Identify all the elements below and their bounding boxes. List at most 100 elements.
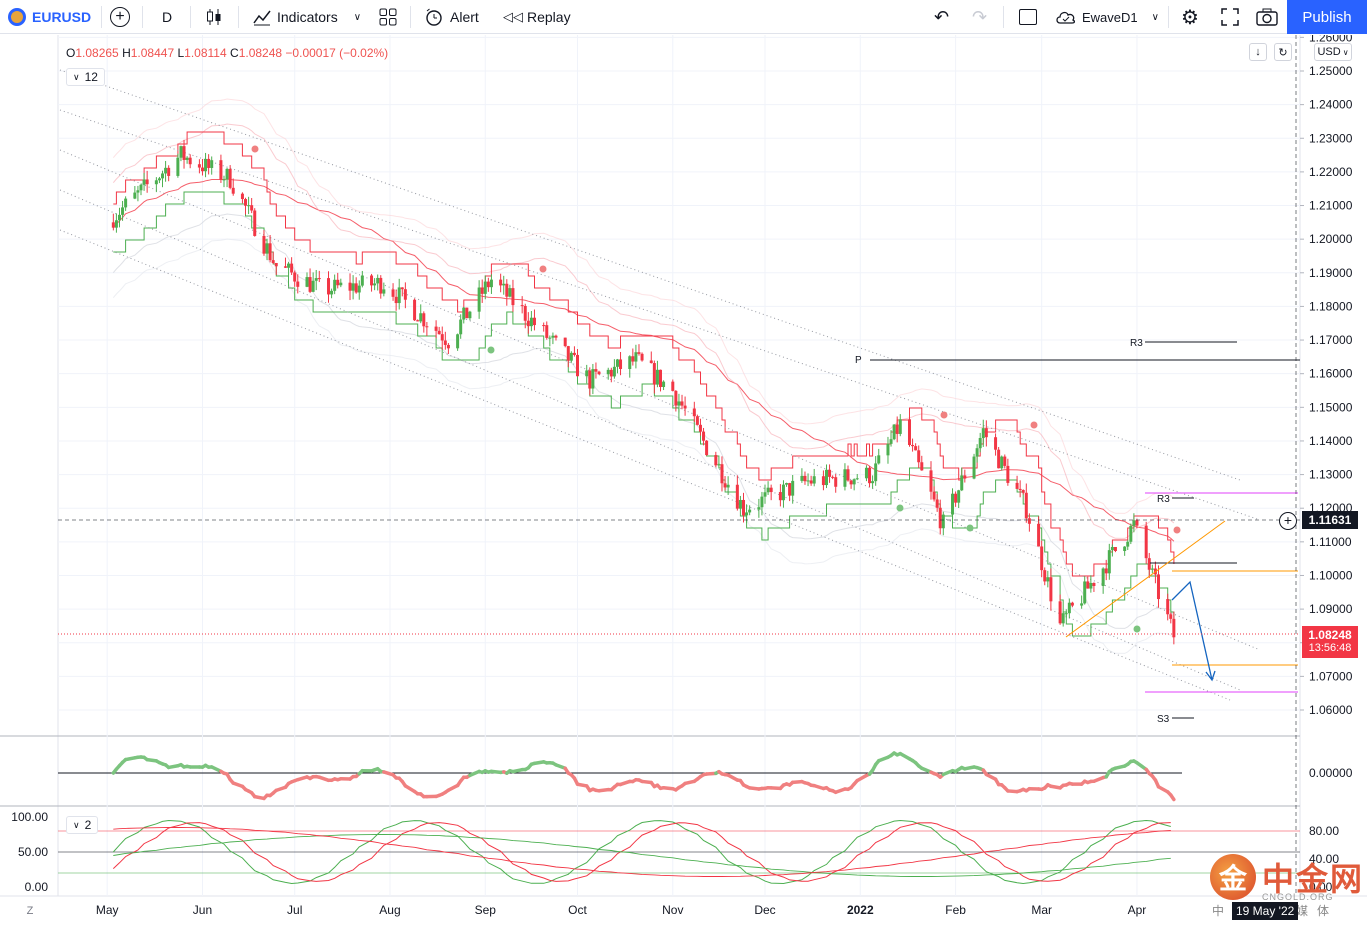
candle-body bbox=[702, 431, 706, 441]
fullscreen-button[interactable] bbox=[1221, 0, 1239, 34]
candle-body bbox=[139, 184, 143, 191]
price-tick-label: 1.11000 bbox=[1309, 535, 1352, 549]
templates-button[interactable] bbox=[379, 0, 397, 34]
candle-body bbox=[1061, 613, 1065, 624]
candle-body bbox=[994, 437, 998, 450]
candle-body bbox=[327, 278, 331, 295]
indicators-button[interactable]: Indicators ∨ bbox=[252, 0, 361, 34]
osc2-axis-label: 40.00 bbox=[1309, 852, 1339, 866]
candle-body bbox=[695, 416, 699, 425]
price-tick-label: 1.25000 bbox=[1309, 64, 1353, 78]
alert-button[interactable]: Alert bbox=[424, 0, 479, 34]
candle-body bbox=[425, 326, 429, 328]
candle-body bbox=[462, 307, 466, 320]
candle-body bbox=[874, 463, 878, 482]
candle-body bbox=[403, 289, 407, 300]
candle-body bbox=[963, 475, 967, 479]
chevron-down-icon: ∨ bbox=[73, 819, 80, 830]
snapshot-button[interactable] bbox=[1256, 0, 1278, 34]
candle-body bbox=[228, 168, 232, 188]
candle-body bbox=[726, 484, 730, 488]
candle-body bbox=[1080, 603, 1084, 606]
candle-body bbox=[210, 160, 214, 168]
bollinger-upper bbox=[112, 123, 1175, 539]
undo-button[interactable]: ↶ bbox=[934, 0, 949, 34]
publish-button[interactable]: Publish bbox=[1287, 0, 1367, 34]
candle-body bbox=[671, 381, 675, 391]
oscillator-toggle[interactable]: ∨ 2 bbox=[66, 816, 99, 834]
candle-body bbox=[1021, 490, 1025, 493]
candle-body bbox=[757, 507, 761, 510]
candle-body bbox=[957, 490, 961, 503]
currency-select[interactable]: USD ∨ bbox=[1314, 43, 1352, 61]
scroll-down-button[interactable]: ↓ bbox=[1249, 43, 1267, 61]
symbol-search[interactable]: EURUSD bbox=[8, 0, 91, 34]
candle-body bbox=[960, 475, 964, 491]
projection-path bbox=[1171, 580, 1213, 681]
redo-button[interactable]: ↷ bbox=[972, 0, 987, 34]
price-tick-label: 1.09000 bbox=[1309, 602, 1353, 616]
fractal-marker bbox=[539, 265, 547, 273]
candle-body bbox=[683, 405, 687, 409]
crosshair-price-tag: 1.11631 bbox=[1302, 511, 1358, 529]
price-tick-label: 1.19000 bbox=[1309, 266, 1353, 280]
candle-body bbox=[554, 335, 558, 338]
price-tick-label: 1.20000 bbox=[1309, 232, 1353, 246]
layout-name-button[interactable]: EwaveD1 ∨ bbox=[1055, 0, 1159, 34]
candle-body bbox=[1113, 546, 1117, 551]
top-toolbar: EURUSD + D Indicators ∨ Alert ◁◁ Replay … bbox=[0, 0, 1367, 34]
square-icon bbox=[1019, 9, 1037, 25]
candle-body bbox=[502, 283, 506, 286]
candle-body bbox=[117, 214, 121, 221]
candle-body bbox=[907, 419, 911, 445]
candle-body bbox=[486, 281, 490, 288]
candle-body bbox=[157, 178, 161, 181]
candle-body bbox=[803, 475, 807, 482]
compare-button[interactable]: + bbox=[110, 0, 130, 34]
candle-body bbox=[111, 222, 115, 228]
chevron-down-icon: ∨ bbox=[1342, 47, 1349, 57]
candle-body bbox=[283, 266, 287, 268]
candle-body bbox=[391, 289, 395, 297]
chart-area[interactable]: P R3 R3 S3 0.00000 80.00 40.00 0.00 100.00 50.00… bbox=[0, 35, 1367, 926]
candle-body bbox=[855, 478, 859, 480]
candle-body bbox=[480, 287, 484, 294]
candle-body bbox=[652, 363, 656, 385]
osc1-axis-label: 0.00000 bbox=[1309, 766, 1353, 780]
candle-body bbox=[440, 334, 444, 341]
candle-body bbox=[339, 282, 343, 286]
replay-label: Replay bbox=[527, 9, 571, 25]
osc2-left-axis-label: 0.00 bbox=[25, 880, 49, 894]
candle-body bbox=[520, 305, 524, 307]
settings-button[interactable]: ⚙ bbox=[1181, 0, 1199, 34]
layout-button[interactable] bbox=[1019, 0, 1037, 34]
interval-button[interactable]: D bbox=[162, 9, 173, 25]
replay-button[interactable]: ◁◁ Replay bbox=[503, 0, 571, 34]
bar-countdown: 13:56:48 bbox=[1308, 642, 1352, 654]
candle-body bbox=[640, 353, 644, 361]
candle-body bbox=[167, 167, 171, 176]
moving-average-line bbox=[112, 178, 1175, 542]
indicators-toggle[interactable]: ∨ 12 bbox=[66, 68, 105, 86]
chart-type-button[interactable] bbox=[204, 0, 224, 34]
auto-scale-button[interactable]: ↻ bbox=[1274, 43, 1292, 61]
candle-body bbox=[954, 493, 958, 503]
candle-body bbox=[532, 317, 536, 326]
candle-body bbox=[164, 167, 168, 174]
candle-body bbox=[1043, 570, 1047, 582]
fullscreen-icon bbox=[1221, 8, 1239, 26]
drawings: P R3 R3 S3 bbox=[58, 35, 1300, 896]
candle-body bbox=[1126, 541, 1130, 547]
candle-body bbox=[1000, 456, 1004, 469]
candle-body bbox=[649, 360, 653, 364]
candle-body bbox=[1123, 546, 1127, 551]
osc1-segment bbox=[1156, 785, 1170, 794]
candle-body bbox=[142, 179, 146, 185]
osc2-left-axis-label: 50.00 bbox=[18, 845, 48, 859]
add-plus-icon[interactable]: + bbox=[1279, 512, 1297, 530]
candle-body bbox=[1083, 581, 1087, 604]
candle-body bbox=[917, 450, 921, 463]
price-tick-label: 1.26000 bbox=[1309, 35, 1353, 44]
pivot-r3-label-2: R3 bbox=[1157, 494, 1170, 505]
candle-body bbox=[932, 491, 936, 500]
